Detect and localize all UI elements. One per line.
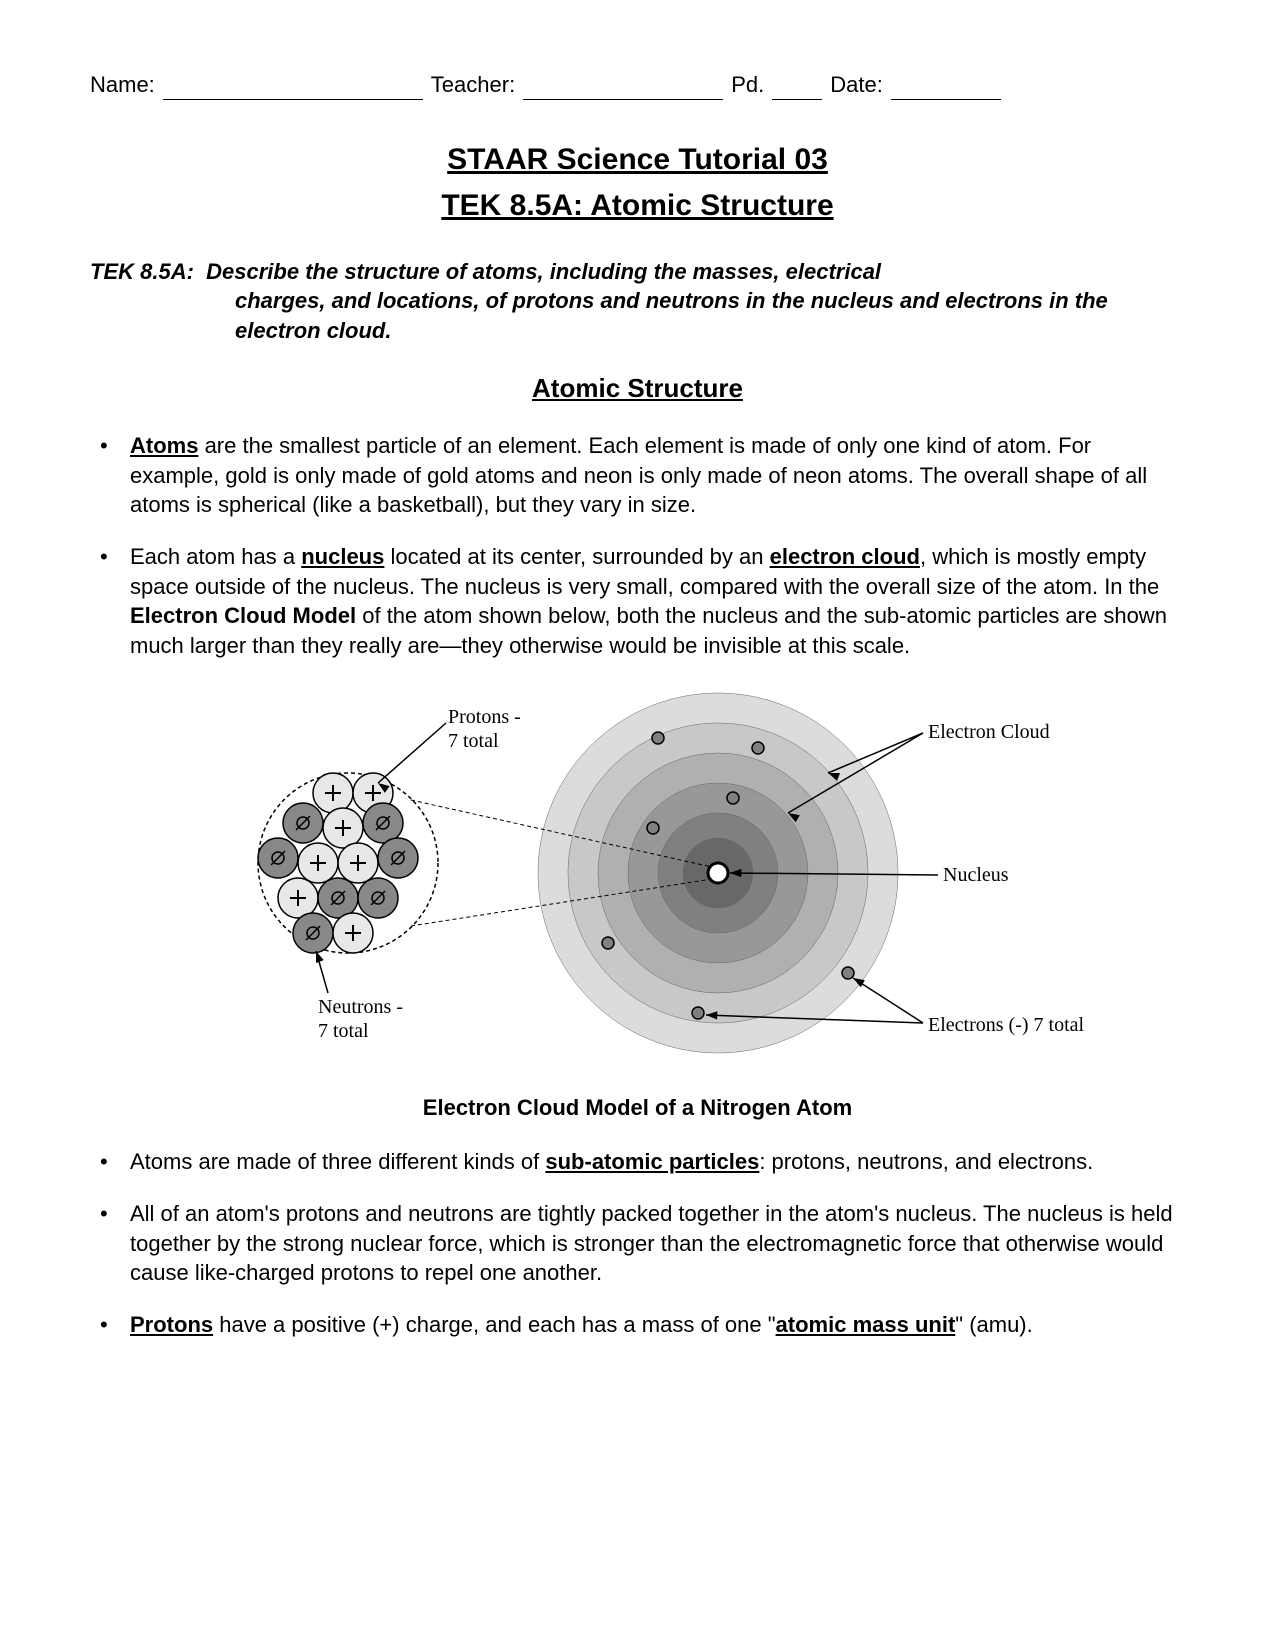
svg-text:7 total: 7 total bbox=[448, 730, 499, 752]
main-title-line2: TEK 8.5A: Atomic Structure bbox=[90, 186, 1185, 227]
term-amu: atomic mass unit bbox=[776, 1312, 956, 1337]
teacher-label: Teacher: bbox=[431, 70, 515, 100]
bullet-1: Atoms are the smallest particle of an el… bbox=[90, 431, 1185, 520]
term-protons: Protons bbox=[130, 1312, 213, 1337]
atom-diagram: Protons -7 totalNeutrons -7 totalElectro… bbox=[90, 683, 1185, 1083]
pd-blank[interactable] bbox=[772, 70, 822, 100]
svg-text:Neutrons -: Neutrons - bbox=[318, 996, 403, 1018]
term-nucleus: nucleus bbox=[301, 544, 384, 569]
bullet-list: Atoms are the smallest particle of an el… bbox=[90, 431, 1185, 661]
svg-text:Electron Cloud: Electron Cloud bbox=[928, 721, 1050, 743]
name-label: Name: bbox=[90, 70, 155, 100]
term-atoms: Atoms bbox=[130, 433, 198, 458]
teacher-blank[interactable] bbox=[523, 70, 723, 100]
standard-block: TEK 8.5A: Describe the structure of atom… bbox=[90, 257, 1185, 346]
b5-mid: have a positive (+) charge, and each has… bbox=[213, 1312, 775, 1337]
pd-label: Pd. bbox=[731, 70, 764, 100]
bullet-2: Each atom has a nucleus located at its c… bbox=[90, 542, 1185, 661]
bullet-1-text: are the smallest particle of an element.… bbox=[130, 433, 1147, 517]
bullet-3: Atoms are made of three different kinds … bbox=[90, 1147, 1185, 1177]
worksheet-header: Name: Teacher: Pd. Date: bbox=[90, 70, 1185, 100]
name-blank[interactable] bbox=[163, 70, 423, 100]
svg-text:Protons -: Protons - bbox=[448, 706, 521, 728]
date-blank[interactable] bbox=[891, 70, 1001, 100]
standard-text-first: Describe the structure of atoms, includi… bbox=[206, 259, 881, 284]
b5-rest: " (amu). bbox=[955, 1312, 1032, 1337]
date-label: Date: bbox=[830, 70, 883, 100]
bullet-5: Protons have a positive (+) charge, and … bbox=[90, 1310, 1185, 1340]
b2-mid1: located at its center, surrounded by an bbox=[384, 544, 769, 569]
term-electron-cloud: electron cloud bbox=[770, 544, 920, 569]
svg-text:Nucleus: Nucleus bbox=[943, 864, 1009, 886]
standard-text-rest: charges, and locations, of protons and n… bbox=[90, 286, 1185, 345]
bullet-list-2: Atoms are made of three different kinds … bbox=[90, 1147, 1185, 1339]
diagram-caption: Electron Cloud Model of a Nitrogen Atom bbox=[90, 1093, 1185, 1123]
atom-svg: Protons -7 totalNeutrons -7 totalElectro… bbox=[188, 683, 1088, 1083]
b4-text: All of an atom's protons and neutrons ar… bbox=[130, 1201, 1173, 1285]
section-heading: Atomic Structure bbox=[90, 371, 1185, 406]
main-title-line1: STAAR Science Tutorial 03 bbox=[90, 140, 1185, 181]
svg-text:Electrons (-) 7 total: Electrons (-) 7 total bbox=[928, 1014, 1084, 1036]
b3-pre: Atoms are made of three different kinds … bbox=[130, 1149, 545, 1174]
term-ecm: Electron Cloud Model bbox=[130, 603, 356, 628]
b2-pre: Each atom has a bbox=[130, 544, 301, 569]
term-subatomic: sub-atomic particles bbox=[545, 1149, 759, 1174]
b3-rest: : protons, neutrons, and electrons. bbox=[759, 1149, 1093, 1174]
standard-label: TEK 8.5A: bbox=[90, 259, 194, 284]
bullet-4: All of an atom's protons and neutrons ar… bbox=[90, 1199, 1185, 1288]
svg-text:7 total: 7 total bbox=[318, 1020, 369, 1042]
